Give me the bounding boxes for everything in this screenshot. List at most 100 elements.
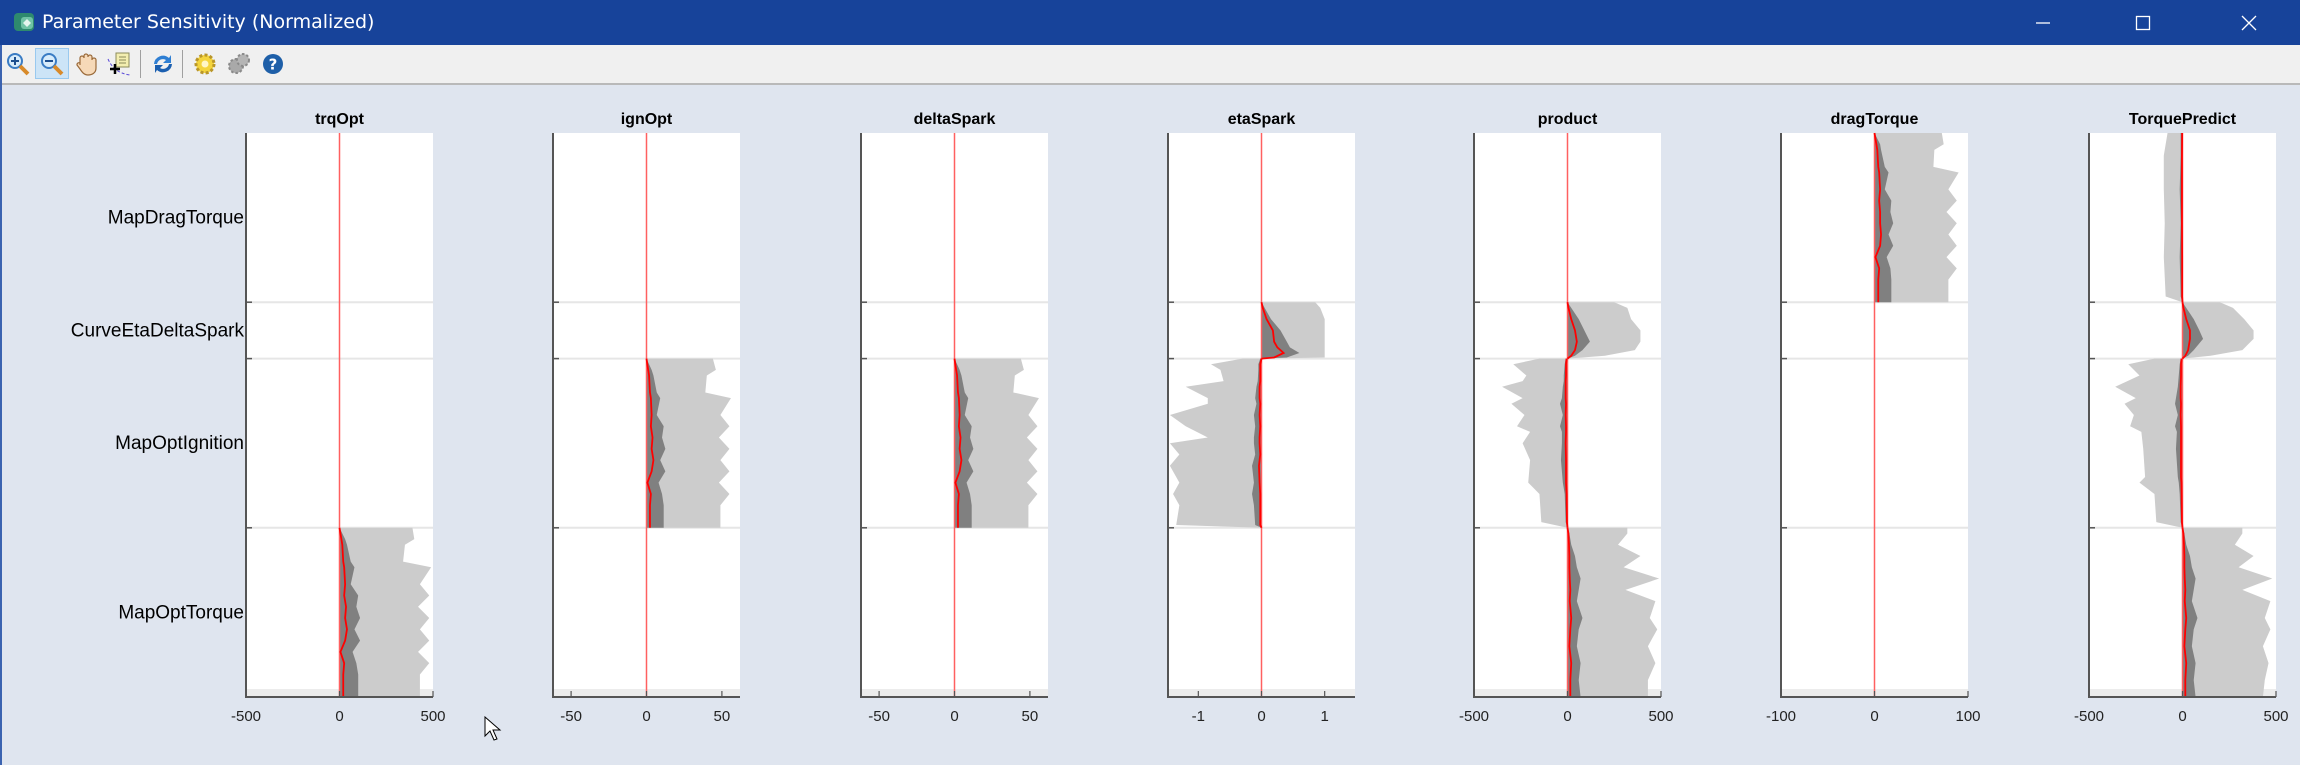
row-label: MapOptTorque [118, 602, 244, 623]
median-line [338, 527, 348, 697]
median-line [1564, 358, 1569, 528]
panel-title: TorquePredict [2129, 111, 2237, 128]
help-icon: ? [263, 53, 283, 74]
outer-band [2182, 527, 2273, 697]
toolbar-separator [140, 50, 141, 78]
toolbar-separator [182, 50, 183, 78]
window-title: Parameter Sensitivity (Normalized) [42, 11, 375, 33]
outer-band [2163, 133, 2183, 303]
zoom-out-button[interactable] [35, 48, 69, 79]
x-tick-label: 1 [1321, 708, 1329, 725]
x-tick-label: -1 [1192, 708, 1205, 725]
median-line [1258, 358, 1263, 529]
zoom-in-button[interactable] [3, 48, 33, 79]
x-tick-label: 50 [1022, 708, 1039, 725]
settings-disabled-button[interactable] [224, 48, 254, 79]
outer-band [954, 358, 1039, 528]
x-tick-label: 0 [1870, 708, 1878, 725]
median-line [2179, 358, 2184, 528]
panel-title: product [1538, 111, 1598, 128]
x-tick-label: -50 [868, 708, 890, 725]
data-cursor-icon [107, 52, 131, 75]
median-line [1566, 527, 1573, 697]
x-tick-label: 500 [420, 708, 445, 725]
x-tick-label: -500 [1459, 708, 1489, 725]
x-tick-label: 0 [335, 708, 343, 725]
median-line [1260, 302, 1286, 360]
outer-band [1502, 358, 1568, 528]
panel-torquepredict: TorquePredict -500 0 500 [2074, 111, 2289, 725]
x-tick-label: -50 [560, 708, 582, 725]
x-tick-label: 0 [950, 708, 958, 725]
x-tick-label: -500 [231, 708, 261, 725]
outer-band [1169, 358, 1262, 528]
close-icon [2241, 15, 2257, 30]
outer-band [646, 358, 731, 528]
gear-icon [194, 53, 216, 74]
gear-disabled-icon [228, 52, 250, 74]
panel-etaspark: etaSpark -1 0 1 [1167, 111, 1355, 725]
x-tick-label: 100 [1955, 708, 1980, 725]
inner-band [1567, 527, 1583, 697]
median-line [953, 358, 963, 528]
x-tick-label: 500 [2263, 708, 2288, 725]
median-line [2181, 302, 2191, 360]
minimize-icon [2036, 21, 2050, 24]
inner-band [1261, 302, 1300, 359]
outer-band [1567, 527, 1660, 697]
svg-text:?: ? [269, 55, 278, 73]
panel-title: etaSpark [1228, 111, 1296, 128]
x-tick-label: -100 [1766, 708, 1796, 725]
pan-button[interactable] [72, 48, 102, 79]
panel-trqopt: trqOpt -500 0 500 [231, 111, 446, 725]
x-tick-label: -500 [2074, 708, 2104, 725]
x-tick-label: 0 [1257, 708, 1265, 725]
x-tick-label: 500 [1648, 708, 1673, 725]
toolbar: ? [0, 45, 2300, 85]
median-line [1873, 132, 1882, 303]
median-line [1566, 302, 1578, 360]
maximize-icon [2135, 15, 2151, 30]
help-button[interactable]: ? [258, 48, 288, 79]
panel-ignopt: ignOpt -50 0 50 [552, 111, 740, 725]
median-line [2181, 527, 2188, 697]
data-cursor-button[interactable] [104, 48, 134, 79]
minimize-button[interactable] [2008, 0, 2078, 45]
median-line [2181, 132, 2184, 303]
median-line [645, 358, 655, 528]
maximize-button[interactable] [2108, 0, 2178, 45]
mouse-cursor-icon [484, 716, 502, 741]
zoom-in-icon [7, 52, 30, 75]
x-tick-label: 0 [2178, 708, 2186, 725]
panel-dragtorque: dragTorque -100 0 100 [1766, 111, 1981, 725]
app-icon [14, 13, 34, 31]
inner-band [1567, 302, 1590, 359]
x-tick-label: 0 [1563, 708, 1571, 725]
window-border [0, 45, 2, 765]
panel-title: trqOpt [315, 111, 365, 128]
outer-band [1874, 133, 1959, 303]
zoom-out-icon [41, 52, 64, 75]
close-button[interactable] [2214, 0, 2284, 45]
outer-band [2182, 302, 2254, 359]
outer-band [2115, 358, 2183, 528]
x-tick-label: 50 [714, 708, 731, 725]
row-label: MapDragTorque [108, 208, 244, 229]
panel-deltaspark: deltaSpark -50 0 50 [860, 111, 1048, 725]
refresh-button[interactable] [148, 48, 178, 79]
refresh-icon [154, 54, 172, 73]
panel-title: dragTorque [1831, 111, 1919, 128]
inner-band [2182, 302, 2204, 359]
pan-hand-icon [76, 52, 97, 76]
row-label: MapOptIgnition [115, 433, 244, 454]
settings-button[interactable] [190, 48, 220, 79]
panel-product: product -500 0 500 [1459, 111, 1674, 725]
title-bar: Parameter Sensitivity (Normalized) [0, 0, 2300, 45]
outer-band [339, 527, 432, 697]
panel-title: deltaSpark [914, 111, 996, 128]
inner-band [2182, 527, 2198, 697]
row-label: CurveEtaDeltaSpark [71, 320, 245, 341]
x-tick-label: 0 [642, 708, 650, 725]
panel-title: ignOpt [621, 111, 673, 128]
